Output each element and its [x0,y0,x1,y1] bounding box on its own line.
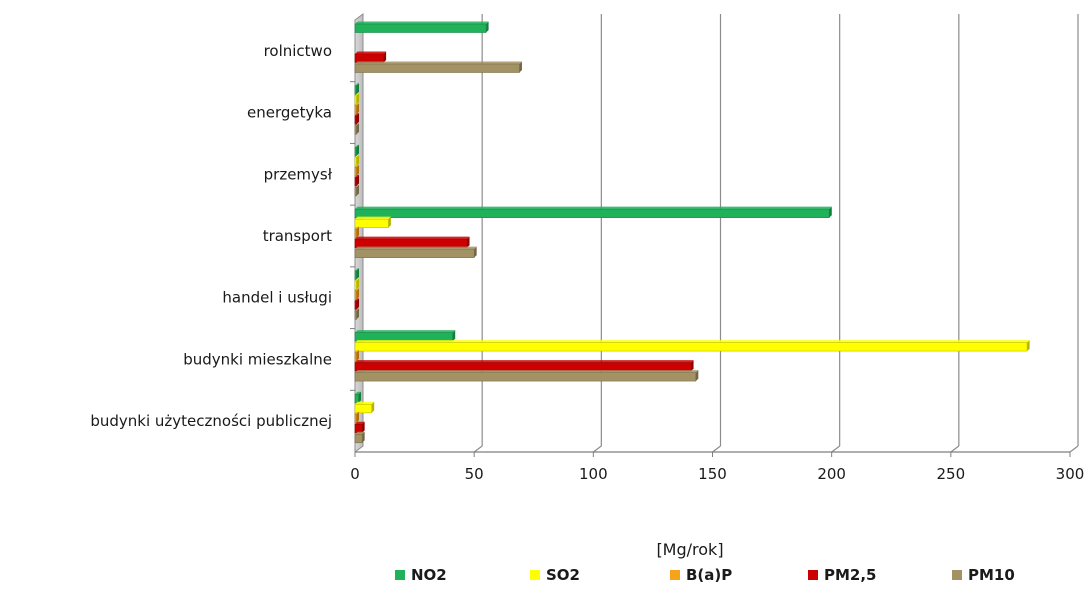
bar-rolnictwo-no2 [354,21,489,33]
category-label-rolnictwo: rolnictwo [264,42,332,60]
bar-budynki-użyteczności-publicznej-b-a-p [354,411,359,424]
legend: NO2 SO2 B(a)P PM2,5 PM10 [395,566,1015,584]
legend-label: PM2,5 [824,566,877,584]
category-label-handel-i-usługi: handel i usługi [222,289,332,307]
bar-budynki-użyteczności-publicznej-pm2-5 [354,421,365,434]
gridline-floor [831,445,841,453]
gridline-floor [473,445,483,453]
bar-handel-i-usługi-so2 [354,278,359,290]
bar-budynki-użyteczności-publicznej-no2 [354,391,362,404]
bar-transport-so2 [354,216,391,228]
gridlines [473,14,1079,453]
gridline-floor [1069,445,1079,453]
bar-energetyka-no2 [354,83,359,95]
category-label-energetyka: energetyka [247,104,332,122]
bar-budynki-mieszkalne-no2 [354,330,456,342]
bar-energetyka-pm2-5 [354,113,359,125]
legend-item-b-a-p: B(a)P [670,566,732,584]
bar-przemysł-b-a-p [354,164,359,177]
legend-item-no2: NO2 [395,566,447,584]
legend-swatch [808,570,818,580]
bar-przemysł-no2 [354,144,359,157]
bar-energetyka-pm10 [354,123,359,135]
bar-transport-b-a-p [354,226,359,238]
category-label-budynki-mieszkalne: budynki mieszkalne [183,350,332,368]
bar-transport-pm2-5 [354,236,470,248]
x-tick-label: 200 [817,465,846,483]
x-tick-labels: 0 50 100 150 200 250 300 [350,465,1084,483]
gridline-floor [950,445,960,453]
bar-transport-pm10 [354,246,477,258]
bar-budynki-mieszkalne-pm2-5 [354,360,694,372]
legend-label: NO2 [411,566,447,584]
bar-przemysł-so2 [354,154,359,167]
category-label-budynki-użyteczności-publicznej: budynki użyteczności publicznej [90,412,332,430]
bar-rolnictwo-pm2-5 [354,51,387,63]
bar-budynki-użyteczności-publicznej-pm10 [354,431,365,444]
bars [354,21,1030,444]
bar-handel-i-usługi-no2 [354,268,359,280]
bar-transport-no2 [354,206,832,218]
legend-item-pm2-5: PM2,5 [808,566,877,584]
legend-item-so2: SO2 [530,566,580,584]
x-tick-label: 50 [465,465,484,483]
bar-energetyka-so2 [354,93,359,105]
bar-handel-i-usługi-pm10 [354,308,359,320]
category-label-transport: transport [263,227,332,245]
bar-rolnictwo-pm10 [354,61,522,73]
x-axis-title: [Mg/rok] [656,540,723,559]
bar-przemysł-pm2-5 [354,174,359,187]
bar-handel-i-usługi-pm2-5 [354,298,359,310]
category-labels: rolnictwo energetyka przemysł transport hand… [90,42,332,430]
legend-swatch [395,570,405,580]
bar-handel-i-usługi-b-a-p [354,288,359,300]
x-tick-label: 0 [350,465,360,483]
legend-label: PM10 [968,566,1015,584]
x-tick-label: 150 [698,465,727,483]
legend-item-pm10: PM10 [952,566,1015,584]
bar-budynki-mieszkalne-pm10 [354,370,699,382]
gridline-floor [592,445,602,453]
legend-swatch [530,570,540,580]
bar-energetyka-b-a-p [354,103,359,115]
x-tick-label: 300 [1056,465,1085,483]
gridline-floor [712,445,721,453]
legend-swatch [670,570,680,580]
bar-budynki-mieszkalne-so2 [354,340,1030,352]
legend-swatch [952,570,962,580]
x-tick-label: 250 [937,465,966,483]
x-tick-label: 100 [579,465,608,483]
axes [350,13,1071,457]
legend-label: SO2 [546,566,580,584]
bar-budynki-użyteczności-publicznej-so2 [354,401,375,414]
bar-budynki-mieszkalne-b-a-p [354,350,359,362]
legend-label: B(a)P [686,566,732,584]
bar-przemysł-pm10 [354,184,359,197]
category-label-przemysł: przemysł [264,165,333,183]
